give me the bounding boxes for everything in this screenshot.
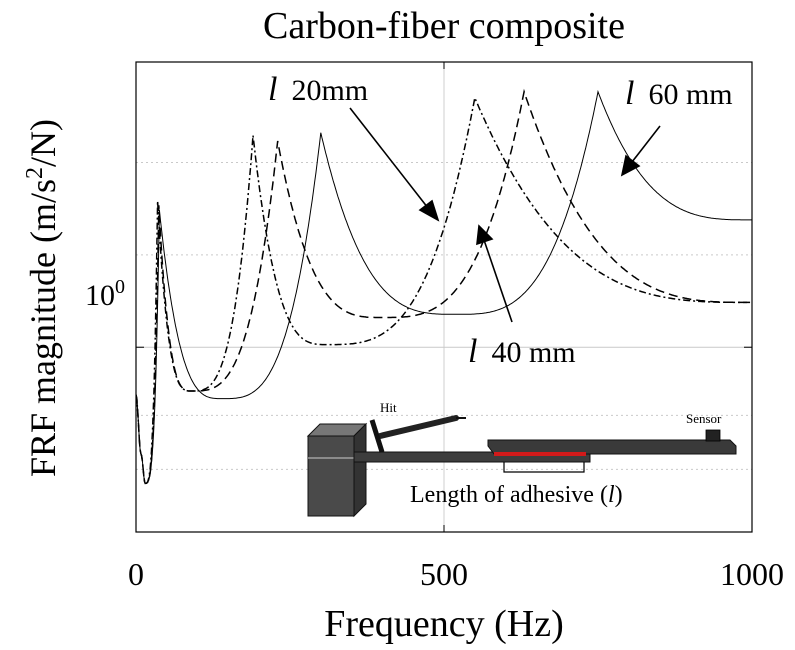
adhesive-length-label: Length of adhesive (l) [410, 482, 623, 508]
y-label-main: FRF magnitude (m/s [23, 179, 63, 477]
adhesive-label-prefix: Length of adhesive ( [410, 482, 608, 508]
sensor-label: Sensor [686, 411, 722, 426]
sensor-block [705, 429, 721, 442]
arrowhead-60mm [620, 154, 641, 177]
series-line-1 [136, 88, 752, 485]
hit-label: Hit [380, 400, 397, 415]
y-tick-label: 100 [85, 276, 125, 312]
series-line-2 [136, 89, 752, 484]
y-label-sup: 2 [22, 167, 48, 179]
annotation-60mm-symbol: l [625, 75, 634, 112]
annotation-40mm-symbol: l [468, 333, 477, 370]
x-axis-label: Frequency (Hz) [324, 603, 564, 645]
annotation-20mm-text: 20mm [291, 74, 368, 107]
chart-title: Carbon-fiber composite [263, 5, 625, 47]
x-tick-label-0: 0 [128, 556, 144, 592]
arrow-60mm [631, 125, 661, 163]
clamp-block-side [353, 422, 367, 518]
y-tick-exp: 0 [115, 276, 125, 298]
x-tick-label-500: 500 [420, 556, 468, 592]
clamp-block-front [307, 435, 355, 517]
x-tick-label-1000: 1000 [720, 556, 784, 592]
arrowhead-20mm [418, 199, 440, 222]
hammer-head [369, 419, 385, 453]
annotation-20mm-symbol: l [268, 71, 277, 108]
arrow-20mm [349, 107, 429, 209]
annotation-40mm-text: 40 mm [491, 336, 575, 369]
arrow-40mm [483, 239, 513, 323]
series-layer [136, 88, 752, 485]
y-tick-base: 10 [85, 279, 115, 312]
hammer-handle [377, 415, 459, 439]
adhesive-bracket [503, 462, 585, 473]
upper-beam [487, 439, 737, 455]
setup-inset: Sensor Hit Length of adhesive (l) [306, 400, 737, 518]
arrowhead-40mm [476, 224, 494, 246]
annotation-20mm: l 20mm [268, 71, 368, 108]
annotation-arrows [349, 107, 661, 323]
tick-layer [135, 62, 753, 532]
annotation-60mm-text: 60 mm [648, 78, 732, 111]
annotation-60mm: l 60 mm [625, 75, 733, 112]
adhesive-layer [494, 452, 586, 456]
y-axis-label: FRF magnitude (m/s2/N) [22, 119, 63, 477]
annotation-40mm: l 40 mm [468, 333, 576, 370]
y-label-tail: /N) [23, 119, 63, 167]
adhesive-label-symbol: l [608, 482, 615, 508]
adhesive-label-suffix: ) [615, 482, 623, 508]
